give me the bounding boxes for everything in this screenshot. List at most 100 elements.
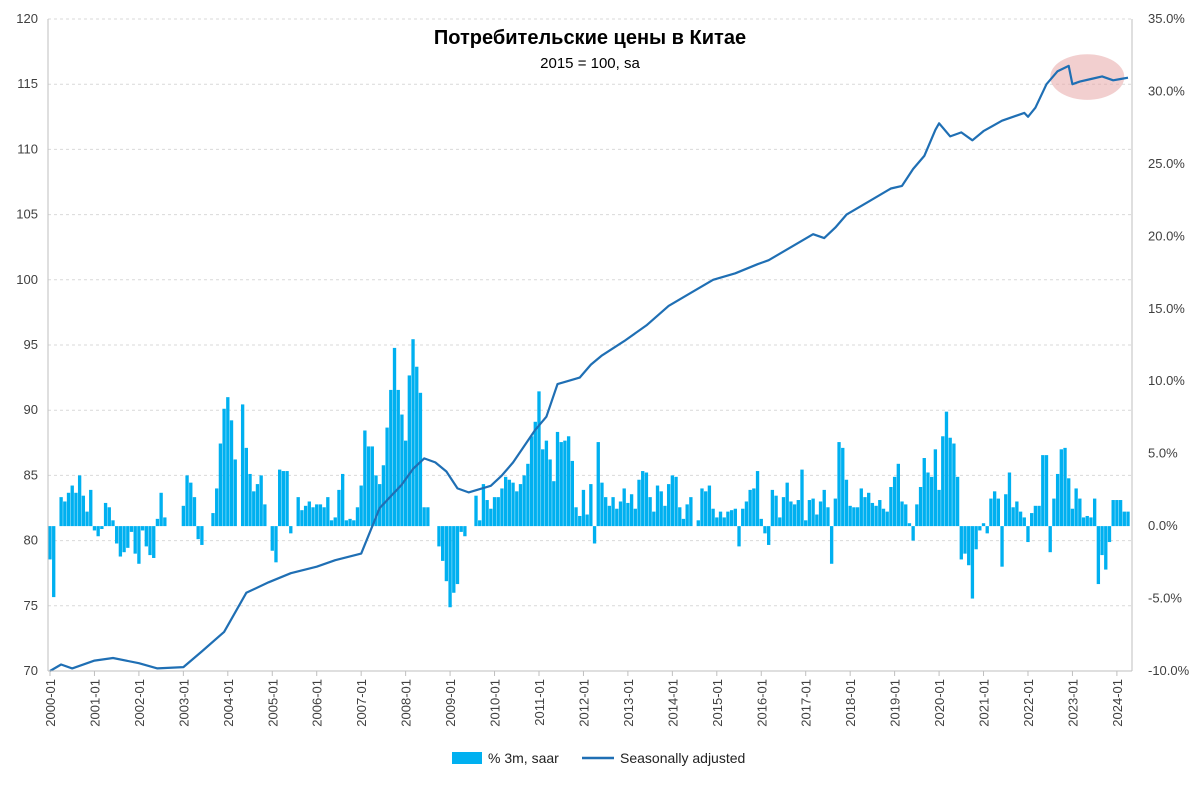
axes-layer: 70 75 80 85 90 95 100 105 110 115 120 -10.0% -5.0% 0.… [16, 11, 1189, 727]
line-series-seasonally-adjusted [49, 64, 1129, 672]
bar-mark [359, 485, 363, 527]
bar-mark [500, 488, 504, 527]
bar-mark [666, 484, 671, 527]
bar-mark [155, 518, 160, 527]
grid-layer [48, 18, 1132, 672]
right-tick-label: 5.0% [1148, 446, 1178, 461]
bar-mark [385, 427, 389, 527]
bar-mark [863, 497, 867, 527]
bar-mark [622, 488, 626, 527]
right-tick-label: 25.0% [1148, 156, 1185, 171]
bar-mark [1026, 526, 1030, 543]
bar-mark [741, 508, 745, 527]
bar-mark [411, 339, 415, 527]
bar-mark [792, 504, 797, 527]
bar-mark [85, 511, 89, 527]
bar-mark [1104, 526, 1108, 570]
bar-mark [96, 526, 100, 537]
bar-mark [596, 442, 600, 527]
bar-mark [529, 436, 534, 527]
bar-mark [633, 508, 637, 527]
bar-mark [859, 488, 863, 527]
bar-mark [789, 501, 793, 527]
bar-mark [766, 526, 771, 545]
bar-mark [270, 526, 274, 551]
bar-mark [948, 437, 952, 527]
bar-mark [315, 504, 319, 527]
bar-mark [778, 517, 782, 527]
bar-mark [967, 526, 971, 566]
bar-mark [570, 460, 574, 527]
bar-mark [311, 507, 315, 527]
x-tick-label: 2002-01 [132, 679, 147, 727]
bar-mark [1107, 526, 1112, 543]
x-tick-label: 2013-01 [621, 679, 636, 727]
bar-mark [804, 520, 808, 527]
x-tick-label: 2009-01 [443, 679, 458, 727]
x-tick-label: 2016-01 [754, 679, 769, 727]
bar-mark [318, 504, 323, 527]
bar-mark [1048, 526, 1052, 553]
bar-mark [444, 526, 449, 582]
bar-mark [907, 523, 912, 527]
bar-mark [526, 463, 530, 527]
bar-mark [1059, 449, 1063, 527]
bar-mark [1100, 526, 1104, 556]
bar-mark [755, 471, 760, 527]
bar-mark [115, 526, 119, 544]
bar-mark [918, 486, 923, 527]
bar-mark [681, 518, 686, 527]
x-tick-label: 2023-01 [1065, 679, 1080, 727]
bar-mark [1070, 508, 1075, 527]
bar-mark [374, 475, 378, 527]
bar-mark [685, 504, 689, 527]
bar-mark [537, 391, 541, 527]
bar-mark [715, 517, 719, 527]
bar-mark [296, 497, 300, 527]
left-tick-label: 75 [24, 598, 38, 613]
x-tick-label: 2022-01 [1021, 679, 1036, 727]
x-tick-label: 2015-01 [710, 679, 725, 727]
bar-mark [485, 500, 489, 527]
bar-mark [548, 459, 552, 527]
bar-mark [678, 507, 682, 527]
bar-mark [718, 511, 723, 527]
bar-mark [959, 526, 963, 560]
bar-mark [578, 515, 582, 527]
bar-mark [355, 507, 360, 527]
bar-mark [826, 507, 830, 527]
bar-mark [348, 518, 352, 527]
bar-mark [707, 485, 712, 527]
bar-mark [77, 475, 82, 527]
bar-mark [574, 507, 578, 527]
bar-mark [144, 526, 148, 547]
bar-mark [81, 495, 86, 527]
bar-mark [122, 526, 126, 553]
bar-mark [163, 517, 167, 527]
x-tick-label: 2024-01 [1110, 679, 1125, 727]
bar-mark [533, 421, 537, 527]
bar-mark [952, 443, 956, 527]
right-tick-label: 15.0% [1148, 301, 1185, 316]
bar-mark [822, 489, 826, 527]
bar-mark [74, 492, 78, 527]
bar-mark [615, 508, 619, 527]
bar-mark [303, 505, 308, 527]
bar-mark [689, 497, 693, 527]
x-tick-label: 2004-01 [221, 679, 236, 727]
bar-mark [726, 511, 730, 527]
bar-mark [152, 526, 156, 558]
bar-mark [729, 510, 734, 527]
bar-mark [1041, 455, 1045, 527]
bar-mark [963, 526, 967, 554]
bar-mark [370, 446, 374, 527]
bar-mark [281, 471, 286, 527]
bar-mark [752, 488, 756, 527]
bar-mark [103, 502, 108, 527]
left-tick-label: 85 [24, 467, 38, 482]
left-tick-label: 105 [16, 207, 38, 222]
bar-mark [1085, 515, 1089, 527]
bar-mark [1089, 517, 1093, 527]
bar-mark [240, 404, 245, 527]
bar-mark [126, 526, 130, 548]
